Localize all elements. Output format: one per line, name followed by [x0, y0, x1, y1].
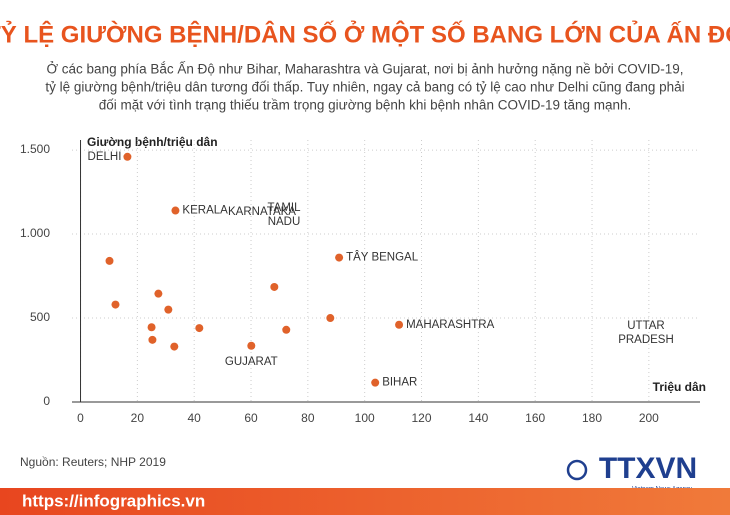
x-tick-label: 140 [468, 411, 488, 425]
y-tick-label: 1.500 [20, 142, 50, 156]
point-label: BIHAR [382, 377, 417, 389]
point-label: KERALA [182, 205, 228, 217]
x-tick-label: 80 [301, 411, 315, 425]
point [123, 152, 132, 161]
x-tick-label: 100 [355, 411, 375, 425]
point [148, 335, 157, 344]
subtitle: đối mặt với tình trạng thiếu trầm trọng … [99, 98, 632, 113]
y-axis-label: Giường bệnh/triệu dân [87, 135, 218, 149]
x-tick-label: 0 [77, 411, 84, 425]
point [105, 256, 114, 265]
y-tick-label: 1.000 [20, 226, 50, 240]
annotation: UTTAR PRADESH [618, 320, 674, 346]
point [395, 320, 404, 329]
point [326, 314, 335, 323]
point [164, 305, 173, 314]
x-tick-label: 60 [244, 411, 258, 425]
x-tick-label: 200 [639, 411, 659, 425]
annotation: TAMIL NADU [267, 202, 301, 228]
source: Nguồn: Reuters; NHP 2019 [20, 455, 166, 469]
point [154, 289, 163, 298]
x-axis-label: Triệu dân [653, 380, 706, 394]
footer-url[interactable]: https://infographics.vn [22, 491, 205, 510]
point [170, 342, 179, 351]
y-tick-label: 0 [43, 394, 50, 408]
point [111, 300, 120, 309]
y-tick-label: 500 [30, 310, 50, 324]
x-tick-label: 120 [412, 411, 432, 425]
copyright-icon [566, 459, 588, 481]
point-label: GUJARAT [225, 356, 278, 368]
x-tick-label: 160 [525, 411, 545, 425]
annotation: KARNATAKA [228, 206, 296, 218]
point-label: DELHI [88, 151, 122, 163]
point [171, 206, 180, 215]
point [195, 324, 204, 333]
x-tick-label: 180 [582, 411, 602, 425]
point-label: TÂY BENGAL [346, 251, 419, 264]
x-tick-label: 40 [188, 411, 202, 425]
point-label: MAHARASHTRA [406, 319, 495, 331]
point [371, 378, 380, 387]
point [282, 325, 291, 334]
point [270, 282, 279, 291]
footer-bar [0, 488, 730, 515]
x-tick-label: 20 [131, 411, 145, 425]
subtitle: tỷ lệ giường bệnh/triệu dân tương đối th… [45, 80, 684, 95]
point [247, 341, 256, 350]
point [147, 323, 156, 332]
logo: TTXVN [599, 452, 697, 485]
point [335, 253, 344, 262]
subtitle: Ở các bang phía Bắc Ấn Độ như Bihar, Mah… [46, 62, 683, 77]
chart-title: TỶ LỆ GIƯỜNG BỆNH/DÂN SỐ Ở MỘT SỐ BANG L… [0, 19, 730, 48]
